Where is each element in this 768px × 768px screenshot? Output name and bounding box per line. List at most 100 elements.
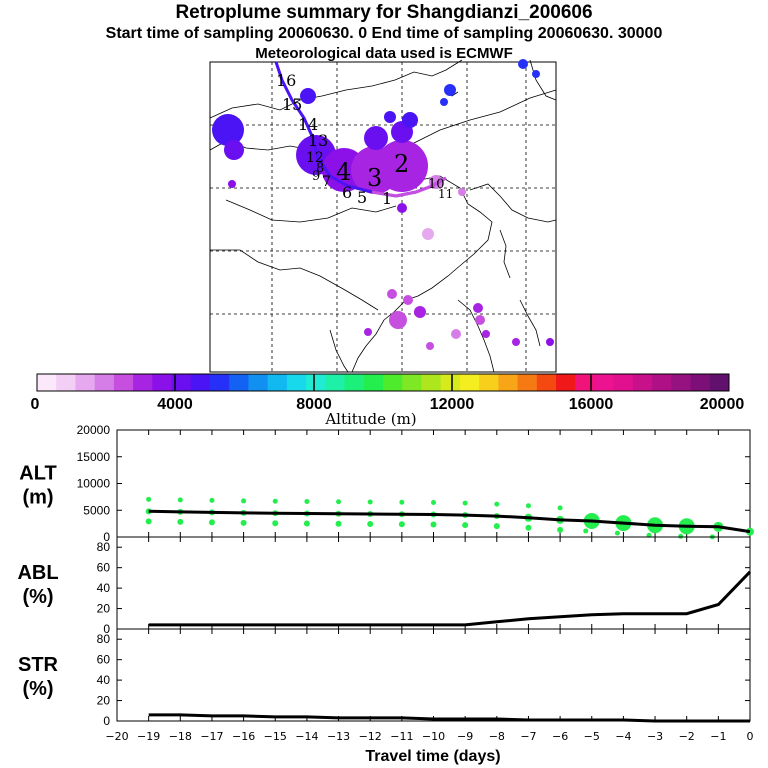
- colorbar-cell: [325, 374, 346, 391]
- colorbar-cell: [37, 374, 57, 391]
- altitude-bubble: [145, 518, 152, 525]
- series-line-alt: [148, 509, 751, 534]
- x-tick-label: −13: [327, 730, 350, 743]
- x-tick-label: −16: [232, 730, 255, 743]
- map-label-1: 1: [382, 189, 392, 208]
- sampling-time-text: Start time of sampling 20060630. 0 End t…: [105, 25, 663, 42]
- x-tick-label: −15: [264, 730, 287, 743]
- altitude-bubble: [241, 498, 247, 504]
- altitude-bubble: [557, 505, 563, 511]
- panel-ylabel: (%): [22, 586, 53, 608]
- colorbar-cell: [113, 374, 134, 391]
- y-tick-label: 40: [97, 673, 111, 687]
- y-tick-label: 40: [97, 581, 111, 595]
- colorbar-tick-20000: 20000: [700, 396, 745, 413]
- plume-day-labels: 16 15 14 13 12 11 10 9 8 7 6 5 4 3 2 1: [276, 71, 453, 208]
- colorbar-cell: [652, 374, 672, 391]
- altitude-bubble: [646, 532, 652, 538]
- map-label-12: 12: [306, 150, 324, 166]
- colorbar-cell: [671, 374, 692, 391]
- colorbar-cell: [229, 374, 249, 391]
- x-tick-label: −6: [552, 730, 568, 743]
- map-label-4: 4: [336, 158, 351, 186]
- altitude-bubble: [303, 520, 310, 527]
- colorbar-cell: [575, 374, 595, 391]
- x-tick-label: 0: [747, 730, 754, 743]
- y-tick-label: 20: [97, 602, 111, 616]
- colorbar-cell: [690, 374, 711, 391]
- colorbar-cell: [248, 374, 269, 391]
- meteorological-data-text: Meteorological data used is ECMWF: [255, 45, 513, 62]
- altitude-bubble: [494, 501, 500, 507]
- map-label-15: 15: [282, 95, 302, 114]
- altitude-bubble: [177, 497, 183, 503]
- y-tick-label: 5000: [83, 503, 110, 517]
- x-tick-label: −12: [359, 730, 382, 743]
- colorbar-tick-4000: 4000: [157, 396, 193, 413]
- x-tick-label: −9: [457, 730, 473, 743]
- colorbar-cell: [402, 374, 422, 391]
- panel-ylabel: ABL: [17, 562, 58, 584]
- panel-abl: 80 60 40 20 0 ABL(%): [17, 536, 752, 636]
- colorbar-tick-0: 0: [31, 396, 40, 413]
- map-label-10: 10: [428, 177, 445, 192]
- coastline-outlines: [209, 59, 557, 373]
- colorbar-cell: [94, 374, 115, 391]
- map-label-5: 5: [357, 188, 367, 207]
- colorbar-cell: [440, 374, 461, 391]
- altitude-bubble: [398, 521, 405, 528]
- colorbar-tick-12000: 12000: [430, 396, 475, 413]
- x-tick-label: −4: [615, 730, 631, 743]
- panel-frame: [116, 628, 751, 722]
- x-tick-label: −18: [169, 730, 192, 743]
- map-label-7: 7: [322, 174, 331, 190]
- colorbar-cell: [459, 374, 480, 391]
- colorbar-cell: [363, 374, 384, 391]
- altitude-bubble: [583, 528, 589, 534]
- y-tick-label: 0: [103, 622, 110, 636]
- altitude-bubble: [462, 500, 468, 506]
- x-tick-label: −11: [390, 730, 413, 743]
- y-tick-label: 80: [97, 632, 111, 646]
- colorbar-cell: [479, 374, 499, 391]
- chart-title: Retroplume summary for Shangdianzi_20060…: [175, 2, 593, 23]
- colorbar-cell: [56, 374, 76, 391]
- colorbar-cell: [498, 374, 519, 391]
- x-tick-label: −8: [489, 730, 505, 743]
- colorbar-cell: [75, 374, 96, 391]
- altitude-bubble: [746, 527, 754, 536]
- altitude-bubble: [493, 523, 500, 530]
- colorbar-label: Altitude (m): [324, 410, 416, 428]
- y-tick-label: 0: [103, 530, 110, 544]
- colorbar-cell: [421, 374, 442, 391]
- x-axis-label: Travel time (days): [365, 748, 500, 765]
- map-label-14: 14: [298, 115, 318, 134]
- altitude-bubble: [367, 520, 374, 527]
- altitude-bubble: [678, 533, 684, 539]
- map-label-11: 11: [438, 187, 453, 201]
- y-tick-label: 0: [103, 714, 110, 728]
- y-tick-label: 80: [97, 540, 111, 554]
- colorbar-cell: [306, 374, 326, 391]
- y-tick-label: 10000: [77, 477, 111, 491]
- x-tick-label: −5: [584, 730, 600, 743]
- colorbar-cell: [613, 374, 634, 391]
- colorbar-cell: [171, 374, 192, 391]
- altitude-bubble: [240, 519, 247, 526]
- altitude-bubble: [525, 503, 531, 509]
- map-label-2: 2: [394, 150, 409, 178]
- colorbar-cell: [517, 374, 538, 391]
- panel-ylabel: ALT: [19, 463, 56, 485]
- map-label-6: 6: [342, 183, 352, 202]
- colorbar-cell: [709, 374, 730, 391]
- altitude-bubble: [462, 522, 469, 529]
- x-tick-label: −10: [422, 730, 445, 743]
- colorbar-tick-16000: 16000: [569, 396, 614, 413]
- panel-ylabel: (m): [22, 487, 53, 509]
- altitude-bubble: [399, 499, 405, 505]
- altitude-bubble: [272, 520, 279, 527]
- altitude-bubble: [177, 518, 184, 525]
- altitude-bubble: [209, 497, 215, 503]
- altitude-bubble: [208, 519, 215, 526]
